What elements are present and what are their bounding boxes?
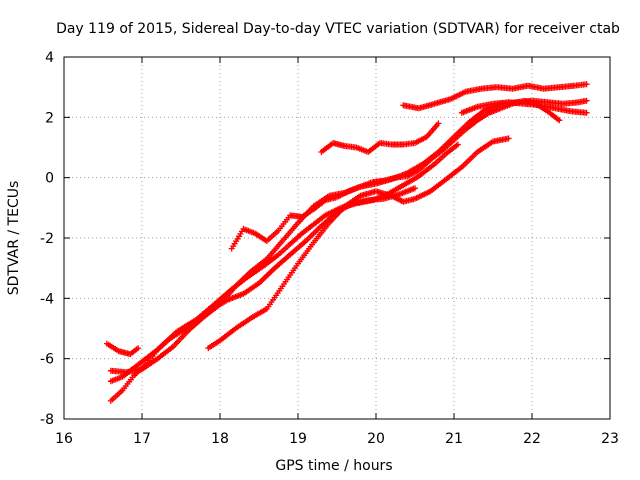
point-markers-track-g <box>400 81 590 112</box>
y-tick-label: -6 <box>40 352 54 368</box>
point-markers-track-c <box>107 185 418 385</box>
x-tick-label: 20 <box>367 431 385 447</box>
x-tick-label: 21 <box>445 431 463 447</box>
y-axis-label: SDTVAR / TECUs <box>6 181 22 296</box>
y-tick-label: 0 <box>45 171 54 187</box>
point-markers-track-i <box>103 340 142 358</box>
point-markers-track-d <box>205 135 512 352</box>
x-tick-label: 18 <box>211 431 229 447</box>
point-markers-track-h <box>458 99 590 116</box>
y-tick-label: -2 <box>40 231 54 247</box>
data-series <box>103 81 590 404</box>
series-track-e <box>228 97 563 252</box>
series-track-h <box>458 99 590 116</box>
x-tick-label: 19 <box>289 431 307 447</box>
series-track-i <box>103 340 142 358</box>
x-tick-label: 16 <box>55 431 73 447</box>
x-tick-label: 17 <box>133 431 151 447</box>
grid <box>64 57 610 419</box>
chart-title: Day 119 of 2015, Sidereal Day-to-day VTE… <box>56 21 620 37</box>
point-markers-track-e <box>228 97 563 252</box>
x-axis-label: GPS time / hours <box>275 458 392 474</box>
y-tick-label: 4 <box>45 50 54 66</box>
series-track-g <box>400 81 590 112</box>
series-track-a <box>107 141 461 404</box>
x-tick-label: 23 <box>601 431 619 447</box>
x-tick-label: 22 <box>523 431 541 447</box>
y-tick-label: 2 <box>45 110 54 126</box>
point-markers-track-f <box>318 120 442 155</box>
series-track-c <box>107 185 418 385</box>
point-markers-track-a <box>107 141 461 404</box>
y-tick-label: -8 <box>40 412 54 428</box>
series-track-d <box>205 135 512 352</box>
y-tick-label: -4 <box>40 291 54 307</box>
axis-ticks: 16 17 18 19 20 21 22 23 -8 -6 -4 -2 0 2 4 <box>40 50 619 447</box>
series-track-f <box>318 120 442 155</box>
